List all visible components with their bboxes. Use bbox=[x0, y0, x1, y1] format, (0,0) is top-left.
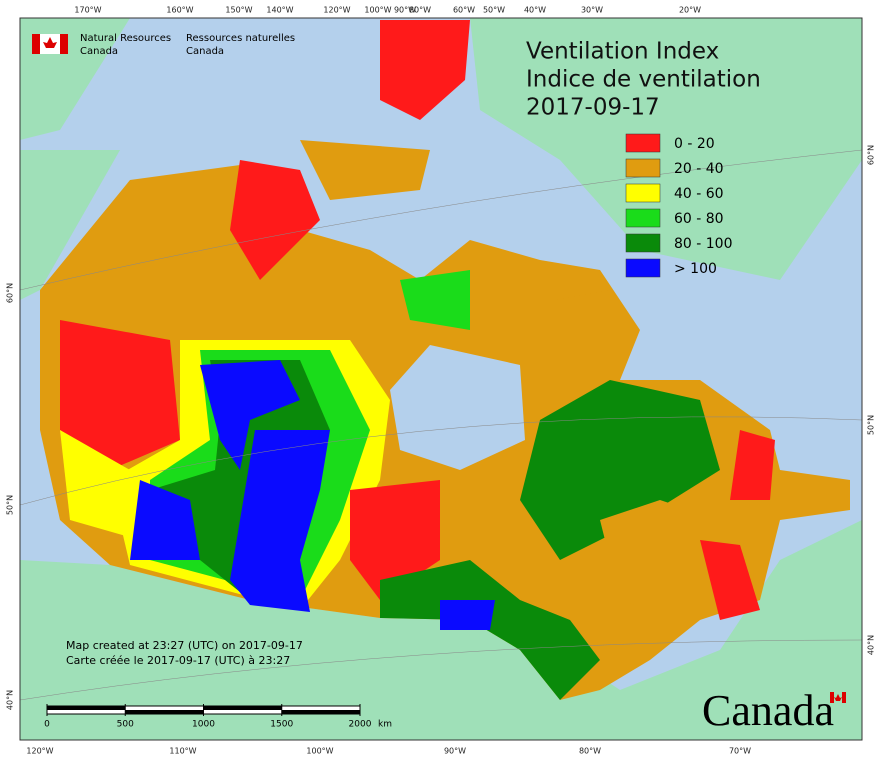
region-yukon bbox=[60, 320, 180, 470]
canada-wordmark: Canada bbox=[702, 686, 834, 735]
region-quebec-south bbox=[600, 500, 740, 620]
legend-label: 60 - 80 bbox=[674, 211, 724, 227]
longitude-label: 70°W bbox=[729, 747, 751, 756]
legend: 0 - 20 20 - 40 40 - 60 60 - 80 80 - 100 > 100 bbox=[625, 133, 733, 278]
wordmark-flag bbox=[830, 692, 846, 703]
degree-labels: 170°W 160°W 150°W 140°W 120°W 100°W 90°W80°W 60… bbox=[6, 6, 876, 756]
region-nunavut-green bbox=[400, 270, 470, 330]
region-arctic-west bbox=[230, 160, 320, 280]
scale-tick-label: 1500 bbox=[270, 720, 293, 730]
map-title: Ventilation Index Indice de ventilation … bbox=[526, 39, 761, 121]
frame-border bbox=[19, 17, 863, 741]
legend-swatch bbox=[625, 208, 661, 228]
title-line: Indice de ventilation bbox=[526, 67, 761, 93]
credits: Map created at 23:27 (UTC) on 2017-09-17… bbox=[66, 639, 303, 667]
latitude-label: 40°N bbox=[6, 690, 15, 710]
region-arctic-islands bbox=[300, 140, 430, 200]
region-baffin-south bbox=[555, 290, 610, 345]
longitude-label: 100°W bbox=[306, 747, 333, 756]
hudson-bay bbox=[390, 345, 525, 470]
title-line: 2017-09-17 bbox=[526, 95, 660, 121]
scale-tick-label: 0 bbox=[44, 720, 50, 730]
flag-bar-right bbox=[60, 34, 68, 54]
longitude-label: 20°W bbox=[679, 6, 701, 15]
latitude-label: 50°N bbox=[867, 415, 876, 435]
longitude-label: 170°W bbox=[74, 6, 101, 15]
longitude-label: 120°W bbox=[26, 747, 53, 756]
region-blue-sask bbox=[230, 430, 330, 612]
region-blue-alberta bbox=[130, 480, 200, 560]
graticule-40n bbox=[19, 639, 863, 701]
map-frame bbox=[19, 17, 863, 741]
region-labrador bbox=[730, 430, 775, 500]
agency-en: Natural Resources bbox=[80, 33, 171, 44]
longitude-label: 140°W bbox=[266, 6, 293, 15]
graticule-60n bbox=[19, 149, 863, 291]
legend-label: 0 - 20 bbox=[674, 136, 715, 152]
scale-segment bbox=[47, 706, 126, 710]
wordmark-flag-bar bbox=[830, 692, 834, 703]
title-line: Ventilation Index bbox=[526, 39, 719, 65]
region-blue-ontario bbox=[440, 600, 495, 630]
longitude-label: 60°W bbox=[453, 6, 475, 15]
scale-bar: 0 500 1000 1500 2000 km bbox=[44, 704, 392, 730]
longitude-label: 150°W bbox=[225, 6, 252, 15]
scale-segment bbox=[281, 710, 360, 714]
longitude-label: 120°W bbox=[323, 6, 350, 15]
agency-fr: Canada bbox=[186, 46, 224, 57]
land-alaska bbox=[20, 150, 120, 300]
agency-signature: Natural Resources Canada Ressources natu… bbox=[32, 33, 295, 57]
legend-swatch bbox=[625, 258, 661, 278]
longitude-label: 90°W bbox=[394, 6, 416, 15]
legend-swatch bbox=[625, 233, 661, 253]
longitude-label: 100°W bbox=[364, 6, 391, 15]
land-greenland bbox=[470, 18, 862, 280]
agency-fr: Ressources naturelles bbox=[186, 33, 295, 44]
region-ellesmere bbox=[380, 20, 470, 120]
longitude-label: 80°W bbox=[579, 747, 601, 756]
longitude-label: 90°W bbox=[444, 747, 466, 756]
scale-unit: km bbox=[378, 720, 392, 730]
legend-swatch bbox=[625, 133, 661, 153]
legend-label: 40 - 60 bbox=[674, 186, 724, 202]
latitude-label: 50°N bbox=[6, 495, 15, 515]
credit-line: Carte créée le 2017-09-17 (UTC) à 23:27 bbox=[66, 654, 290, 667]
longitude-label: 80°W bbox=[409, 6, 431, 15]
graticule-50n bbox=[19, 416, 863, 506]
wordmark-flag-leaf bbox=[834, 694, 842, 701]
region-blue-north bbox=[200, 360, 300, 470]
scale-tick-label: 1000 bbox=[192, 720, 215, 730]
wordmark-flag-bar bbox=[842, 692, 846, 703]
latitude-label: 60°N bbox=[6, 283, 15, 303]
graticule bbox=[19, 149, 863, 701]
longitude-label: 30°W bbox=[581, 6, 603, 15]
latitude-label: 40°N bbox=[867, 635, 876, 655]
latitude-label: 60°N bbox=[867, 145, 876, 165]
legend-label: 20 - 40 bbox=[674, 161, 724, 177]
scale-segment bbox=[203, 706, 282, 710]
region-maritimes bbox=[700, 540, 760, 620]
scale-segment bbox=[125, 710, 204, 714]
region-ontario-red bbox=[350, 480, 440, 600]
legend-label: > 100 bbox=[674, 261, 717, 277]
longitude-label: 40°W bbox=[524, 6, 546, 15]
flag-bar-left bbox=[32, 34, 40, 54]
region-quebec-dark bbox=[520, 380, 720, 560]
legend-swatch bbox=[625, 183, 661, 203]
legend-label: 80 - 100 bbox=[674, 236, 733, 252]
longitude-label: 50°W bbox=[483, 6, 505, 15]
scale-tick-label: 2000 bbox=[349, 720, 372, 730]
longitude-label: 110°W bbox=[169, 747, 196, 756]
agency-en: Canada bbox=[80, 46, 118, 57]
legend-swatch bbox=[625, 158, 661, 178]
credit-line: Map created at 23:27 (UTC) on 2017-09-17 bbox=[66, 639, 303, 652]
maple-leaf bbox=[43, 37, 57, 48]
scale-tick-label: 500 bbox=[117, 720, 134, 730]
longitude-label: 160°W bbox=[166, 6, 193, 15]
